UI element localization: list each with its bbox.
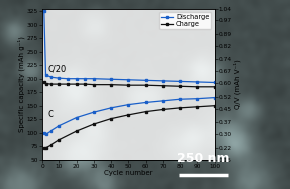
Discharge xyxy=(49,76,52,78)
Discharge xyxy=(161,80,165,82)
Charge xyxy=(84,83,87,85)
Discharge xyxy=(75,77,78,80)
Text: C: C xyxy=(47,109,53,119)
Discharge xyxy=(92,77,96,80)
Charge xyxy=(178,85,182,87)
Charge xyxy=(196,86,199,88)
Charge xyxy=(126,84,130,86)
Charge xyxy=(49,83,52,85)
Line: Charge: Charge xyxy=(42,81,216,88)
Legend: Discharge, Charge: Discharge, Charge xyxy=(159,12,211,29)
Discharge xyxy=(66,77,70,80)
Charge xyxy=(66,83,70,85)
Charge xyxy=(57,83,61,85)
Charge xyxy=(161,85,165,87)
Discharge xyxy=(196,81,199,83)
Discharge xyxy=(109,78,113,80)
Discharge xyxy=(213,81,216,84)
Charge xyxy=(109,84,113,86)
Text: 250 nm: 250 nm xyxy=(177,152,230,165)
Charge xyxy=(144,84,147,86)
Discharge xyxy=(57,77,61,79)
Discharge xyxy=(126,79,130,81)
Charge xyxy=(42,81,46,84)
Line: Discharge: Discharge xyxy=(42,10,216,84)
Discharge xyxy=(42,10,46,12)
Charge xyxy=(44,82,47,85)
Charge xyxy=(75,83,78,85)
X-axis label: Cycle number: Cycle number xyxy=(104,170,153,176)
Discharge xyxy=(144,79,147,81)
Charge xyxy=(213,86,216,88)
Y-axis label: Q/V (mAh V⁻¹): Q/V (mAh V⁻¹) xyxy=(233,59,241,109)
Discharge xyxy=(44,74,47,76)
Discharge xyxy=(178,80,182,83)
Discharge xyxy=(84,77,87,80)
Charge xyxy=(92,84,96,86)
Y-axis label: Specific capacity (mAh g⁻¹): Specific capacity (mAh g⁻¹) xyxy=(18,36,25,132)
Text: C/20: C/20 xyxy=(47,65,66,74)
